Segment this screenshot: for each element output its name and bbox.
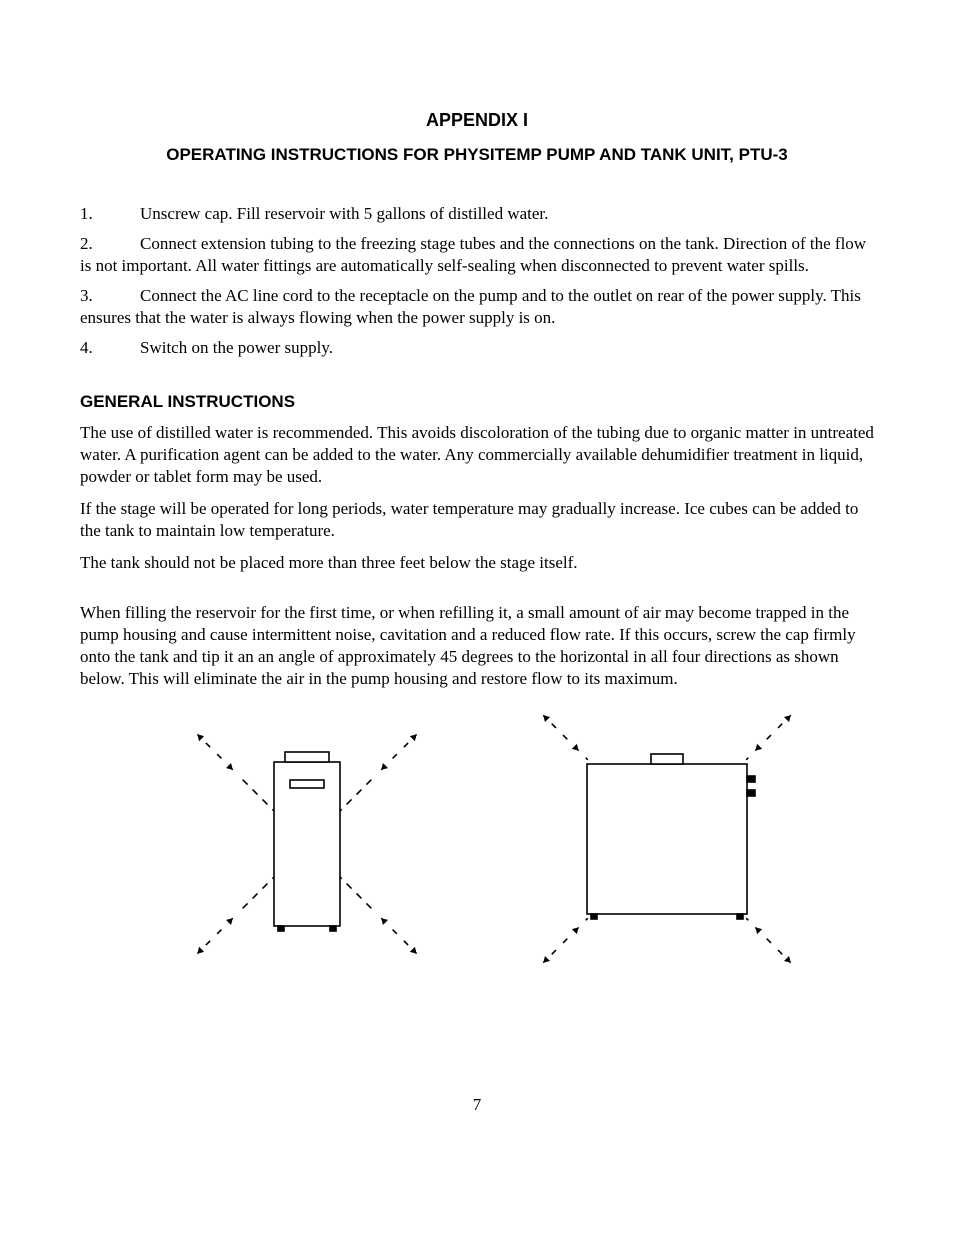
page-subtitle: OPERATING INSTRUCTIONS FOR PHYSITEMP PUM…	[80, 145, 874, 165]
document-page: APPENDIX I OPERATING INSTRUCTIONS FOR PH…	[0, 0, 954, 1235]
tilt-diagram	[80, 709, 874, 969]
general-para-3: The tank should not be placed more than …	[80, 552, 874, 574]
step-text: Connect the AC line cord to the receptac…	[80, 286, 861, 327]
step-number: 2.	[80, 233, 140, 255]
spacer	[80, 584, 874, 602]
step-number: 1.	[80, 203, 140, 225]
appendix-title: APPENDIX I	[80, 110, 874, 131]
general-para-2: If the stage will be operated for long p…	[80, 498, 874, 542]
air-paragraph: When filling the reservoir for the first…	[80, 602, 874, 690]
step-4: 4.Switch on the power supply.	[80, 337, 874, 359]
step-2: 2.Connect extension tubing to the freezi…	[80, 233, 874, 277]
tilt-diagram-svg	[97, 709, 857, 969]
general-para-1: The use of distilled water is recommende…	[80, 422, 874, 488]
step-number: 4.	[80, 337, 140, 359]
step-1: 1.Unscrew cap. Fill reservoir with 5 gal…	[80, 203, 874, 225]
step-3: 3.Connect the AC line cord to the recept…	[80, 285, 874, 329]
step-text: Unscrew cap. Fill reservoir with 5 gallo…	[140, 204, 548, 223]
step-text: Connect extension tubing to the freezing…	[80, 234, 866, 275]
general-heading: GENERAL INSTRUCTIONS	[80, 392, 874, 412]
page-number: 7	[0, 1095, 954, 1115]
step-number: 3.	[80, 285, 140, 307]
step-text: Switch on the power supply.	[140, 338, 333, 357]
